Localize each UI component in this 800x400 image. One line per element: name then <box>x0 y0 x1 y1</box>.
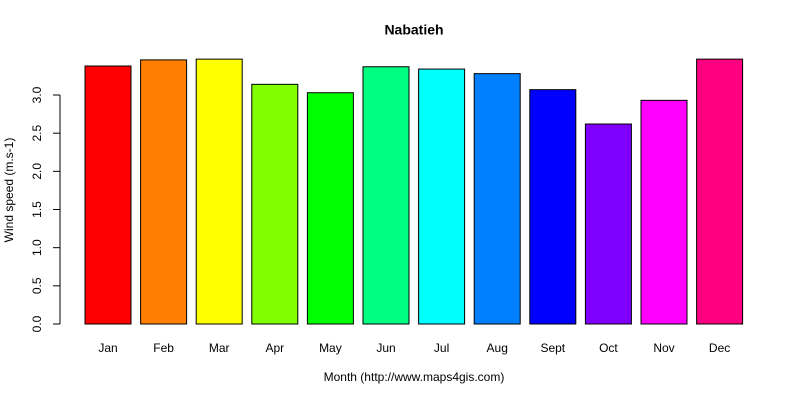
bar <box>251 83 299 325</box>
x-tick-label: Apr <box>265 341 284 355</box>
bar <box>529 89 577 325</box>
chart-title: Nabatieh <box>384 22 443 38</box>
x-tick-label: Dec <box>709 341 730 355</box>
bar <box>362 66 410 325</box>
x-axis-label: Month (http://www.maps4gis.com) <box>324 370 505 384</box>
bar <box>195 58 243 325</box>
x-tick-label: Jan <box>98 341 117 355</box>
y-tick-label: 2.5 <box>30 125 44 142</box>
x-tick-label: Jul <box>434 341 449 355</box>
y-tick-label: 0.0 <box>30 315 44 332</box>
x-tick-label: Nov <box>653 341 674 355</box>
bar <box>84 65 132 325</box>
y-tick-label: 1.5 <box>30 201 44 218</box>
y-axis-label: Wind speed (m.s-1) <box>2 138 16 243</box>
bar <box>584 123 632 325</box>
y-tick-label: 0.5 <box>30 277 44 294</box>
y-tick-label: 3.0 <box>30 86 44 103</box>
bar <box>140 59 188 325</box>
x-tick-label: Feb <box>153 341 174 355</box>
x-tick-label: Sept <box>540 341 565 355</box>
bar <box>306 92 354 325</box>
bar <box>473 73 521 325</box>
x-tick-label: Aug <box>487 341 508 355</box>
y-tick-label: 2.0 <box>30 163 44 180</box>
bar <box>640 99 688 325</box>
x-tick-label: Mar <box>209 341 230 355</box>
bar <box>696 58 744 325</box>
y-tick-label: 1.0 <box>30 239 44 256</box>
x-tick-label: May <box>319 341 342 355</box>
x-tick-label: Jun <box>376 341 395 355</box>
x-tick-label: Oct <box>599 341 618 355</box>
bar <box>418 68 466 325</box>
